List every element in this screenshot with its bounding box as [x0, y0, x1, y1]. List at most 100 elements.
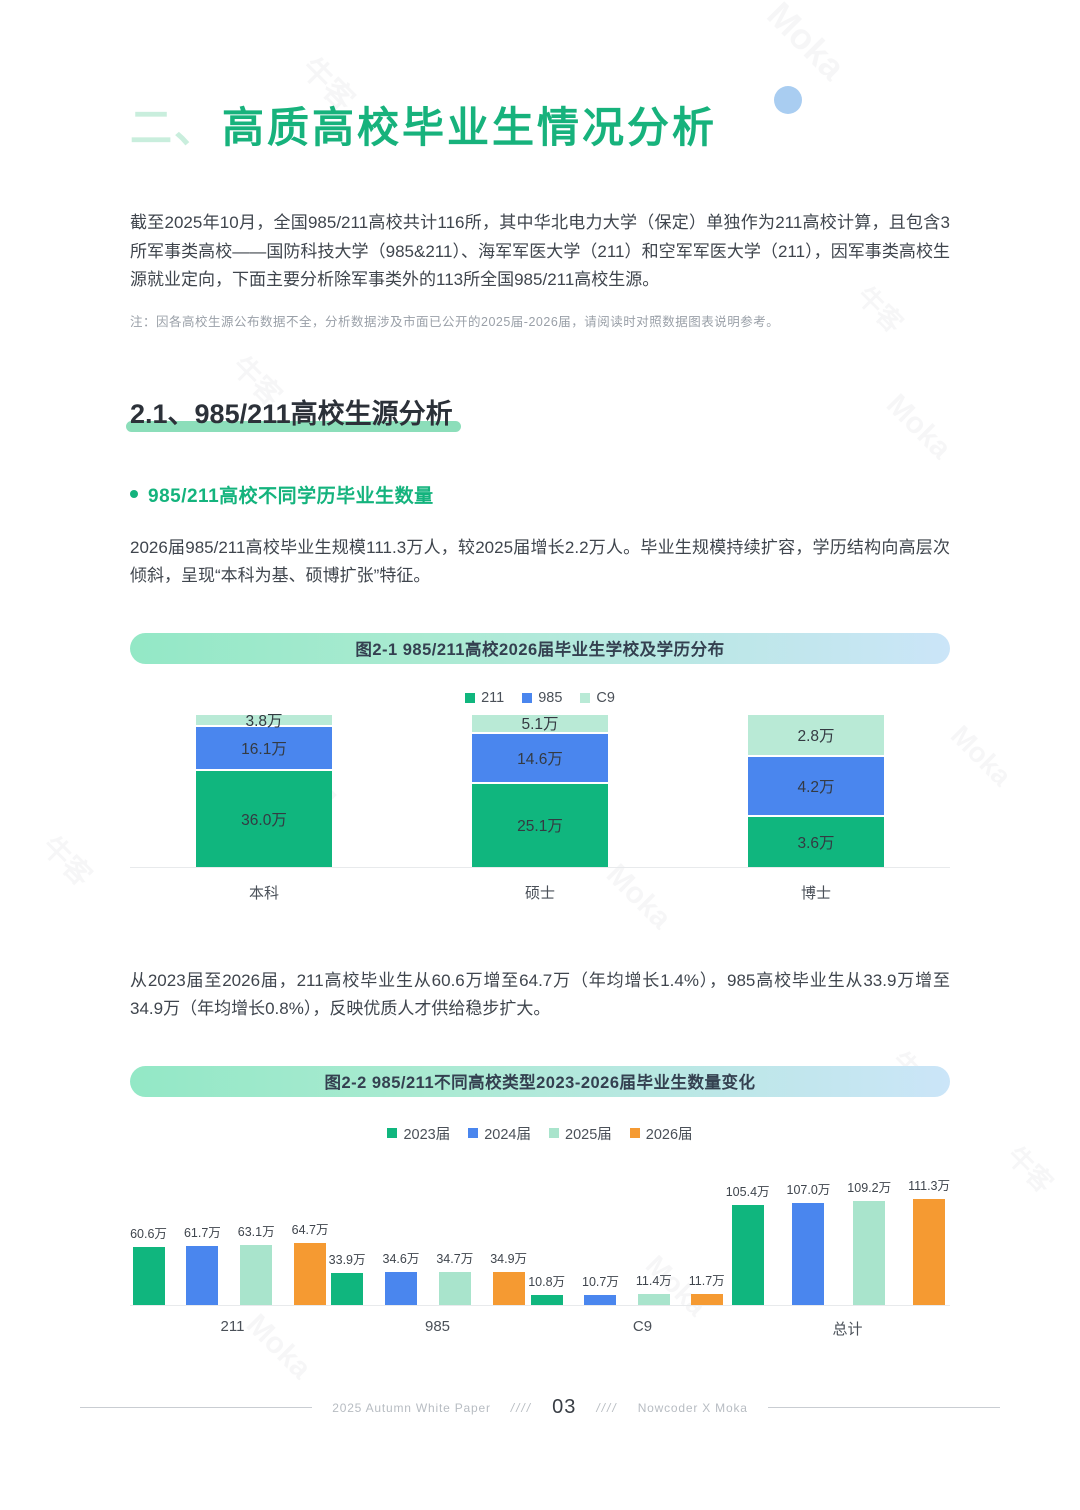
category-label-硕士: 硕士 [524, 884, 555, 902]
bar-rect [186, 1246, 219, 1305]
bar-2026届-211: 64.7万 [291, 1219, 329, 1305]
footer-slashes-left: //// [510, 1400, 533, 1415]
bar-segment-value: 14.6万 [517, 750, 563, 768]
legend-item-2023届: 2023届 [387, 1123, 450, 1144]
legend-swatch [387, 1128, 398, 1139]
bar-2026届-985: 34.9万 [490, 1248, 527, 1305]
bar-rect [438, 1271, 471, 1305]
bar-rect [731, 1204, 764, 1305]
bar-rect [690, 1293, 723, 1305]
footer-left-text: 2025 Autumn White Paper [332, 1400, 491, 1415]
bar-value-label: 10.7万 [582, 1274, 619, 1289]
bar-value-label: 34.7万 [436, 1251, 474, 1266]
bar-segment-value: 36.0万 [241, 811, 287, 829]
bar-value-label: 60.6万 [130, 1227, 167, 1242]
bar-2024届-985: 34.6万 [383, 1248, 419, 1305]
degree-paragraph: 2026届985/211高校毕业生规模111.3万人，较2025届增长2.2万人… [130, 537, 950, 586]
bullet-dot-icon [130, 490, 138, 499]
bar-value-label: 33.9万 [328, 1252, 366, 1267]
page-footer: 2025 Autumn White Paper //// 03 //// Now… [0, 1396, 1080, 1419]
bar-segment-C9-硕士: 5.1万 [472, 714, 608, 734]
legend-item-211: 211 [465, 690, 504, 706]
footer-rule-left [80, 1407, 313, 1408]
sub-heading: 985/211高校不同学历毕业生数量 [130, 481, 950, 508]
legend-label: 985 [538, 689, 563, 706]
legend-swatch [549, 1128, 559, 1139]
bar-value-label: 107.0万 [786, 1183, 831, 1198]
decorative-blue-dot [774, 86, 802, 114]
page-content: 二、 高质高校毕业生情况分析 截至2025年10月，全国985/211高校共计1… [126, 86, 950, 1339]
chart-2-2-plot: 60.6万 61.7万 63.1万 64.7万 33.9万 34.6万 34.7万 34.9万… [130, 1160, 950, 1306]
bar-2024届-总计: 107.0万 [786, 1179, 831, 1305]
legend-label: 2023届 [403, 1126, 451, 1143]
category-label-本科: 本科 [248, 884, 279, 902]
stacked-column-硕士: 5.1万 14.6万 25.1万 [472, 714, 608, 867]
chart-figure-2-1: 图2-1 985/211高校2026届毕业生学校及学历分布 211 985 C9 3… [130, 632, 950, 903]
bar-2026届-C9: 11.7万 [689, 1270, 725, 1305]
chart-2-1-title: 图2-1 985/211高校2026届毕业生学校及学历分布 [355, 641, 725, 660]
bar-rect [240, 1244, 273, 1305]
legend-swatch [468, 1128, 479, 1139]
footer-slashes-right: //// [596, 1400, 618, 1415]
bar-group-985: 33.9万 34.6万 34.7万 34.9万 [329, 1248, 528, 1305]
page-title-text: 高质高校毕业生情况分析 [222, 104, 718, 151]
bar-2023届-211: 60.6万 [130, 1223, 167, 1305]
bar-2025届-C9: 11.4万 [636, 1270, 672, 1305]
chart-figure-2-2: 图2-2 985/211不同高校类型2023-2026届毕业生数量变化 2023… [130, 1065, 950, 1339]
chart-2-2-legend: 2023届 2024届 2025届 2026届 [130, 1123, 950, 1144]
page-title: 二、 高质高校毕业生情况分析 [130, 86, 950, 155]
section-heading-text: 2.1、985/211高校生源分析 [126, 392, 461, 432]
chart-2-1-legend: 211 985 C9 [130, 690, 950, 706]
bar-value-label: 61.7万 [183, 1226, 221, 1241]
bar-value-label: 11.4万 [635, 1274, 672, 1288]
chart-2-1-categories: 本科 硕士 博士 [130, 882, 950, 903]
bar-rect [492, 1271, 525, 1305]
bar-segment-value: 3.6万 [797, 834, 835, 852]
section-heading: 2.1、985/211高校生源分析 [126, 392, 950, 432]
bar-value-label: 64.7万 [291, 1223, 329, 1238]
bar-rect [637, 1294, 670, 1305]
legend-label: 211 [481, 689, 505, 706]
bar-rect [384, 1271, 417, 1305]
chart-2-2-title-banner: 图2-2 985/211不同高校类型2023-2026届毕业生数量变化 [130, 1065, 950, 1097]
chart-2-1-title-banner: 图2-1 985/211高校2026届毕业生学校及学历分布 [130, 632, 950, 664]
bar-segment-value: 5.1万 [521, 716, 559, 734]
bar-group-C9: 10.8万 10.7万 11.4万 11.7万 [527, 1270, 726, 1305]
bar-segment-C9-本科: 3.8万 [196, 713, 332, 730]
bar-2026届-总计: 111.3万 [908, 1175, 950, 1305]
bar-2025届-总计: 109.2万 [847, 1177, 891, 1305]
bar-value-label: 63.1万 [237, 1224, 275, 1239]
legend-label: 2024届 [484, 1126, 531, 1143]
bar-rect [792, 1203, 825, 1305]
bar-segment-211-硕士: 25.1万 [472, 781, 608, 867]
bar-segment-value: 25.1万 [517, 818, 563, 836]
bar-segment-C9-博士: 2.8万 [748, 714, 884, 755]
chart-2-2-title: 图2-2 985/211不同高校类型2023-2026届毕业生数量变化 [324, 1074, 756, 1093]
bar-2024届-C9: 10.7万 [582, 1271, 619, 1305]
legend-swatch [629, 1128, 640, 1139]
page-number: 03 [552, 1396, 577, 1418]
legend-item-2024届: 2024届 [468, 1123, 531, 1144]
footer-right-text: Nowcoder X Moka [637, 1400, 748, 1415]
bar-rect [132, 1247, 165, 1305]
trend-paragraph: 从2023届至2026届，211高校毕业生从60.6万增至64.7万（年均增长1… [130, 970, 950, 1019]
category-label-总计: 总计 [832, 1320, 863, 1338]
bar-2023届-985: 33.9万 [329, 1249, 366, 1305]
bar-value-label: 34.9万 [490, 1251, 528, 1266]
bar-segment-211-本科: 36.0万 [196, 768, 332, 867]
legend-label: 2026届 [645, 1126, 693, 1143]
category-label-博士: 博士 [800, 884, 831, 902]
bar-rect [530, 1294, 563, 1305]
legend-item-2026届: 2026届 [629, 1123, 693, 1144]
bar-segment-value: 2.8万 [797, 727, 835, 745]
stacked-column-本科: 3.8万 16.1万 36.0万 [196, 713, 332, 867]
bar-rect [913, 1199, 946, 1305]
footer-rule-right [767, 1407, 1000, 1408]
bar-2025届-985: 34.7万 [436, 1248, 473, 1305]
bar-2023届-C9: 10.8万 [528, 1271, 565, 1305]
bar-segment-value: 3.8万 [245, 712, 283, 730]
bar-group-211: 60.6万 61.7万 63.1万 64.7万 [130, 1219, 329, 1305]
sub-heading-text: 985/211高校不同学历毕业生数量 [148, 485, 434, 507]
bar-value-label: 105.4万 [725, 1184, 770, 1199]
